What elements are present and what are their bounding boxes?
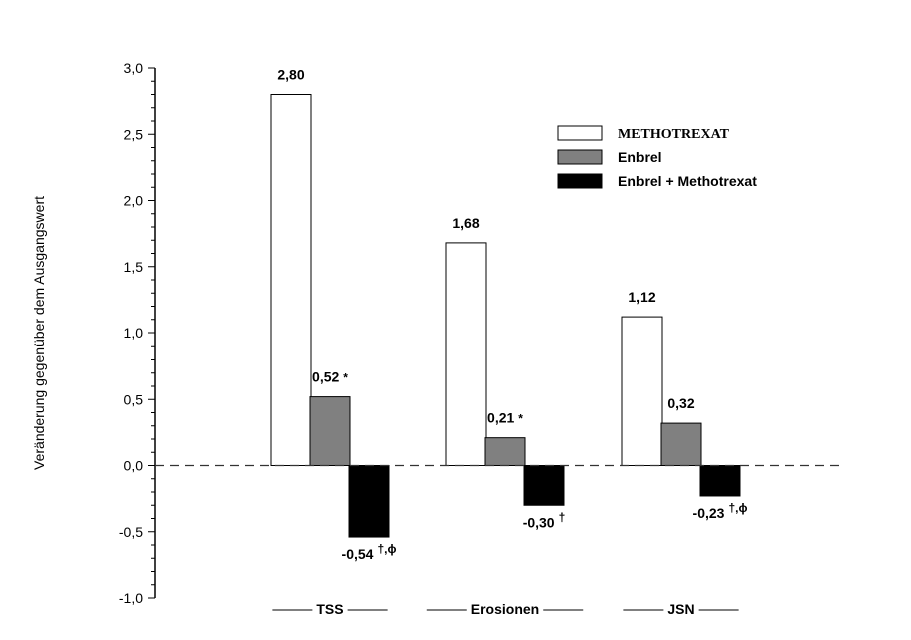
y-tick-label: 3,0 (124, 60, 144, 76)
bar-jsn-series-1 (621, 316, 663, 466)
y-tick-label: 1,0 (124, 325, 144, 341)
significance-mark: †,ϕ (728, 501, 747, 515)
data-label: -0,23 †,ϕ (693, 501, 748, 521)
data-label: -0,54 †,ϕ (342, 542, 397, 562)
bar-erosionen-series-1 (445, 242, 487, 466)
data-label: -0,30 † (523, 510, 566, 530)
data-label: 0,52 * (312, 369, 348, 385)
data-label: 1,12 (628, 289, 655, 305)
legend-swatch (557, 125, 603, 141)
category-label: Erosionen (471, 601, 539, 617)
legend-swatch (557, 149, 603, 165)
legend-swatch (557, 173, 603, 189)
data-label: 2,80 (277, 67, 304, 83)
legend-label: METHOTREXAT (618, 127, 730, 142)
data-label: 1,68 (452, 215, 479, 231)
category-label: JSN (667, 601, 694, 617)
significance-mark: * (518, 412, 523, 426)
bar-jsn-series-2 (660, 422, 702, 467)
y-tick-label: 2,5 (124, 126, 144, 142)
y-axis-title: Veränderung gegenüber dem Ausgangswert (31, 196, 47, 470)
y-tick-label: 0,5 (124, 391, 144, 407)
y-tick-label: 1,5 (124, 259, 144, 275)
bar-jsn-series-3 (699, 465, 741, 497)
legend-label: Enbrel + Methotrexat (618, 173, 757, 189)
y-tick-label: 2,0 (124, 193, 144, 209)
bar-erosionen-series-2 (484, 437, 526, 466)
y-tick-label: -1,0 (119, 590, 143, 606)
y-tick-label: 0,0 (124, 458, 144, 474)
data-label: 0,21 * (487, 410, 523, 426)
significance-mark: † (559, 510, 566, 524)
bar-tss-series-1 (270, 94, 312, 466)
category-label: TSS (316, 601, 343, 617)
bar-tss-series-2 (309, 396, 351, 467)
significance-mark: †,ϕ (377, 542, 396, 556)
data-label: 0,32 (667, 395, 694, 411)
bar-erosionen-series-3 (523, 465, 565, 506)
bar-tss-series-3 (348, 465, 390, 538)
legend-label: Enbrel (618, 149, 662, 165)
y-tick-label: -0,5 (119, 524, 143, 540)
significance-mark: * (343, 371, 348, 385)
